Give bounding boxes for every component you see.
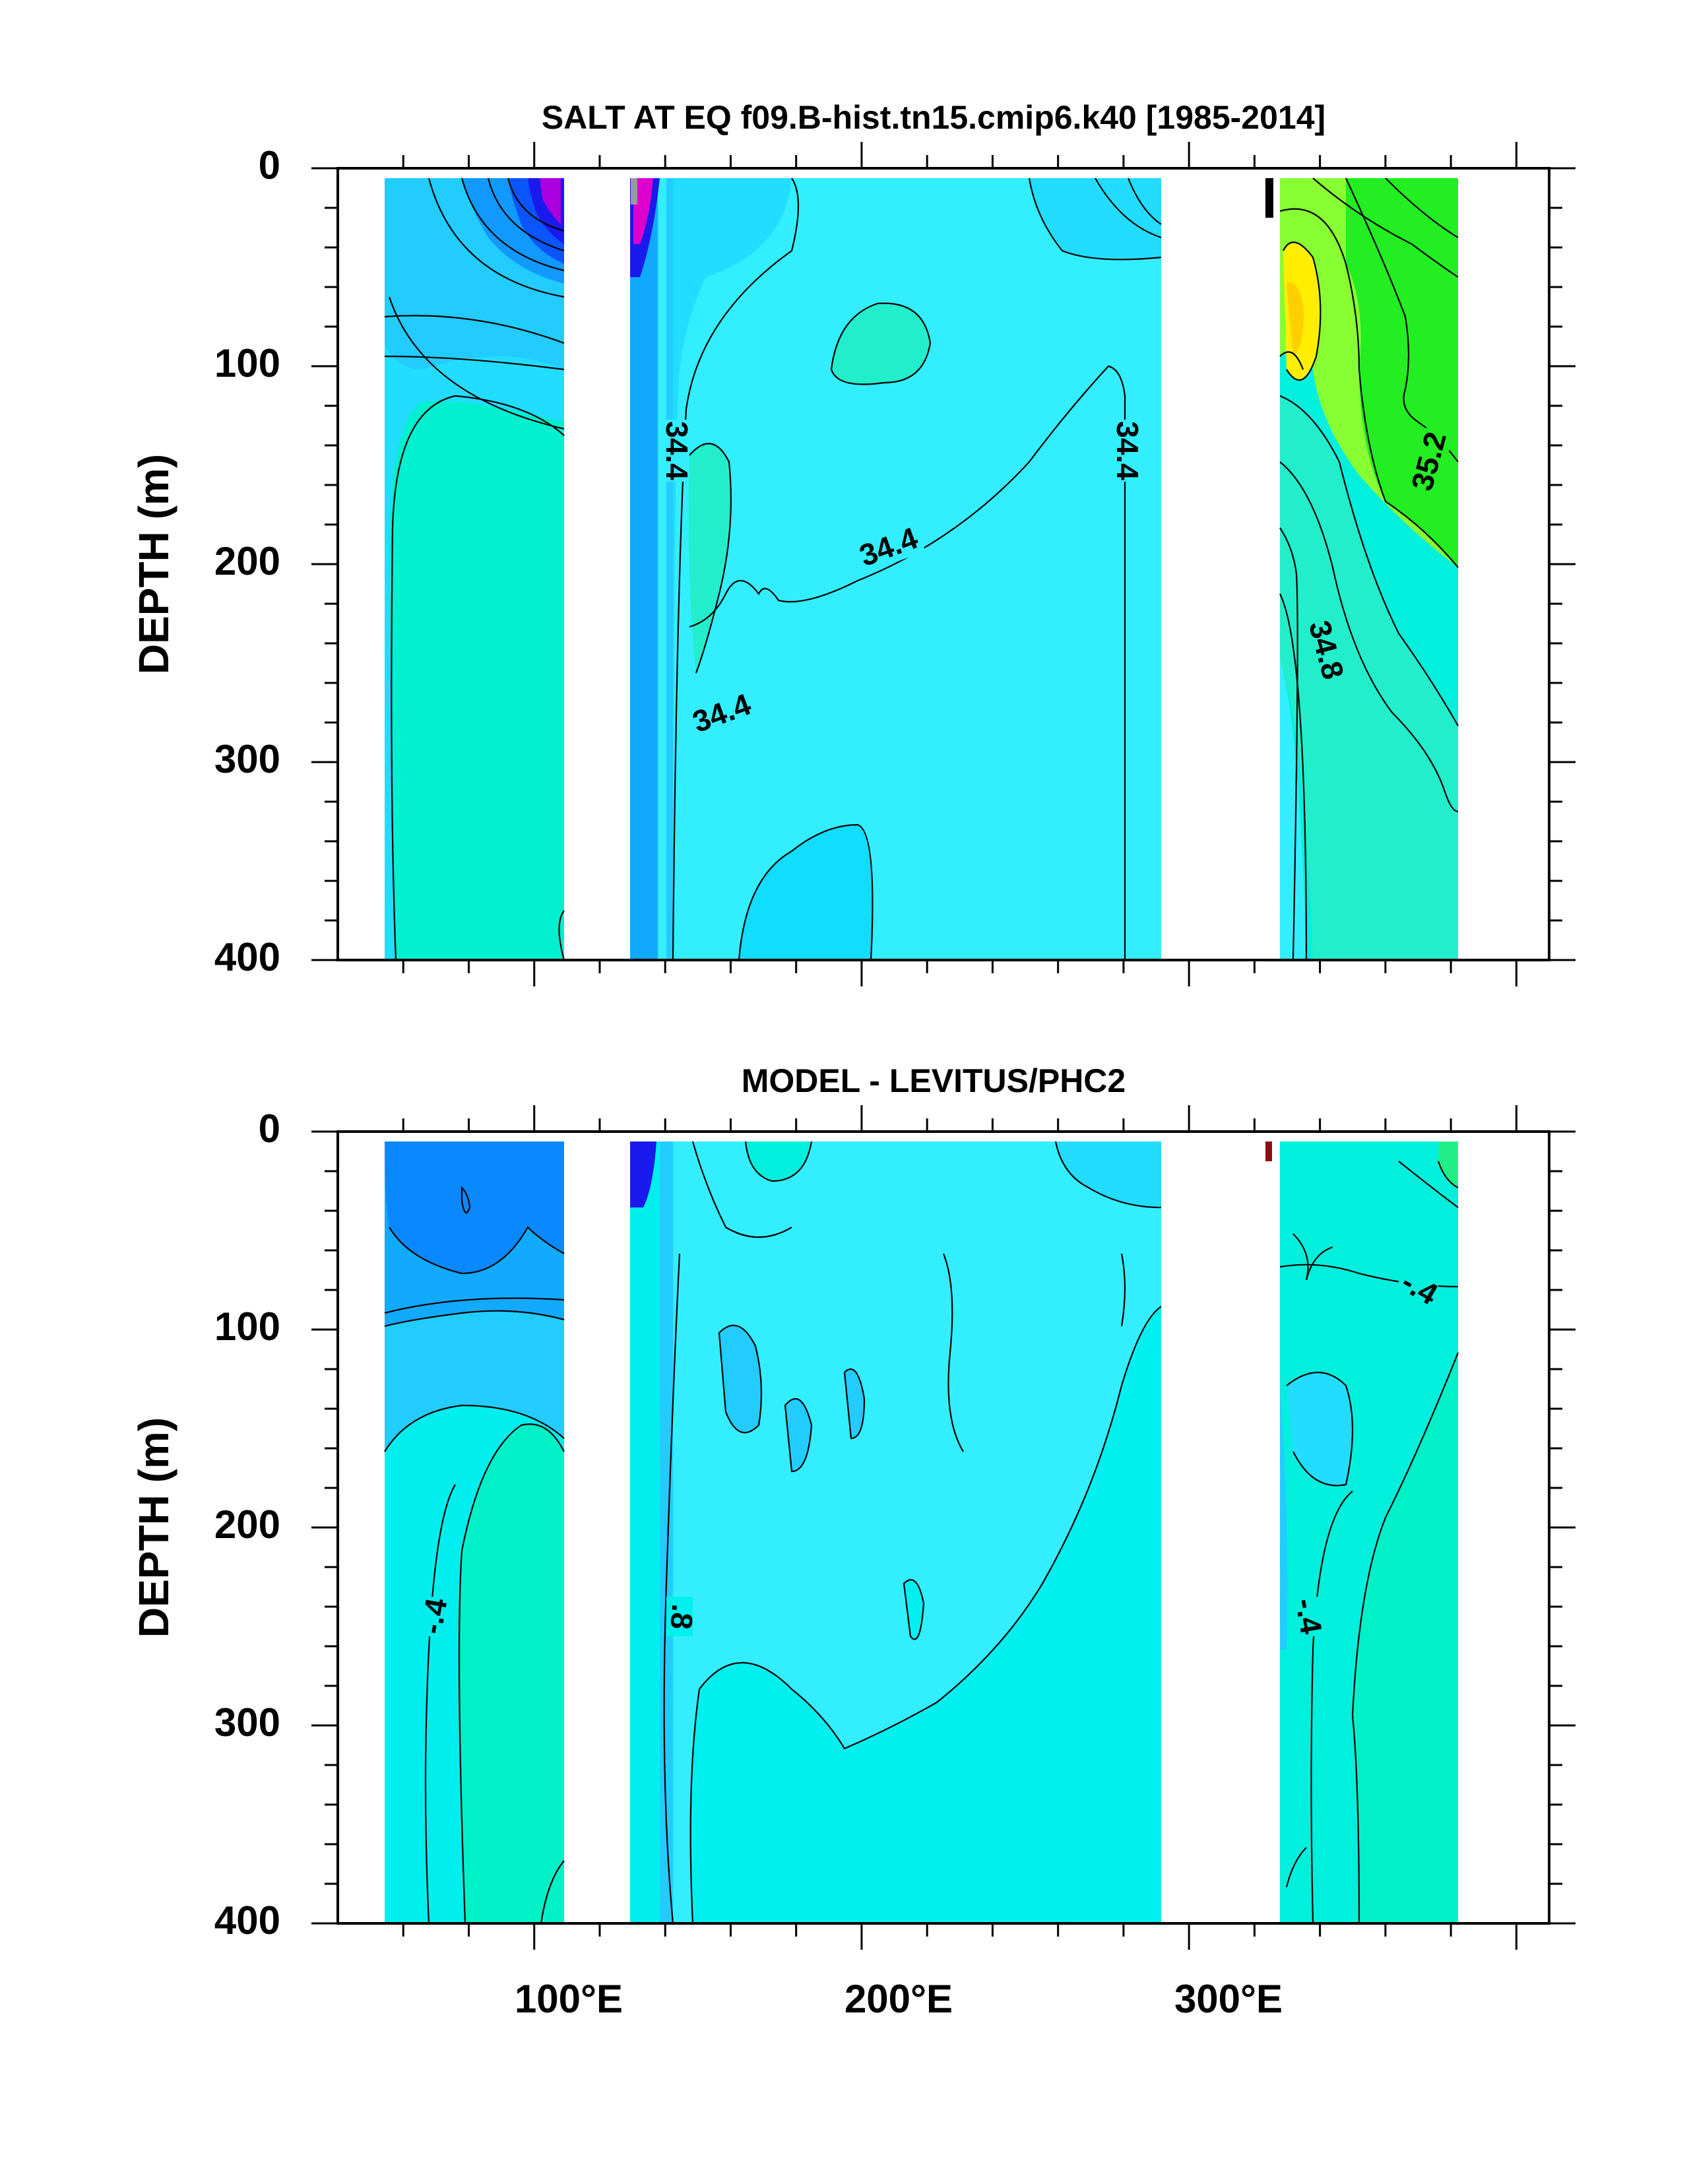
panel1-contours: [384, 177, 1459, 960]
fill-indo-top2: [633, 178, 653, 244]
label-bg: [1409, 427, 1453, 497]
fill2-atl-deep: [1353, 1353, 1458, 1923]
label-bg: [853, 524, 926, 574]
panel2-ylabel: DEPTH (m): [130, 1417, 177, 1638]
ytick-label: 200: [214, 539, 280, 583]
panel-salinity: SALT AT EQ f09.B-hist.tn15.cmip6.k40 [19…: [130, 99, 1576, 986]
fill2-atl-west: [1280, 1386, 1288, 1650]
label-bg: [1293, 1597, 1320, 1636]
fill2-pac-blob4: [904, 1580, 924, 1640]
ytick-label: 300: [214, 737, 280, 781]
panel1-ticks: [311, 142, 1576, 986]
ytick-label: 0: [259, 1107, 280, 1151]
panel1-ylabel: DEPTH (m): [130, 454, 177, 674]
label-bg: [1110, 420, 1139, 482]
fill2-pac-top: [746, 1141, 812, 1181]
fill-indo-strip: [630, 178, 658, 960]
fill2-west-deep: [459, 1424, 564, 1923]
panel2-ticks: [311, 1105, 1576, 1950]
label-bg: [1399, 1277, 1438, 1303]
xtick-label: 100°E: [515, 1977, 623, 2021]
panel2-contours: [384, 1141, 1459, 1923]
label-bg: [686, 690, 759, 740]
label-bg: [1302, 616, 1347, 686]
xtick-label: 200°E: [844, 1977, 953, 2021]
contour-label: .8: [664, 1603, 700, 1631]
fill-indo-pass: [666, 178, 673, 960]
fill2-atl-mid: [1287, 1372, 1353, 1486]
fill2-atl-black: [1265, 1141, 1272, 1161]
fill-west-deep: [389, 401, 564, 960]
panel-difference: MODEL - LEVITUS/PHC2: [130, 1062, 1576, 2021]
panel2-title: MODEL - LEVITUS/PHC2: [742, 1062, 1126, 1099]
ytick-label: 100: [214, 1304, 280, 1349]
fill-pac-east: [1029, 178, 1161, 260]
xtick-label: 300°E: [1174, 1977, 1283, 2021]
fill-west-fresh4: [540, 178, 561, 224]
fill-atl-gold: [1287, 282, 1304, 356]
fill2-pac-blob2: [785, 1399, 812, 1471]
contour-label: 34.4: [660, 421, 694, 480]
panel2-yticklabels: 0 100 200 300 400: [214, 1107, 280, 1943]
fill2-indo-strip: [630, 1141, 658, 1923]
ytick-label: 200: [214, 1502, 280, 1547]
label-bg: [660, 420, 689, 482]
fill2-pac-blob1: [719, 1325, 761, 1433]
contour-label: 34.4: [1110, 421, 1145, 480]
fill-atl-black: [1265, 178, 1273, 218]
fill-pac-blob: [831, 303, 930, 385]
contour-label: -.4: [1289, 1595, 1329, 1636]
panel1-contour-labels: 34.4 34.4 34.4 34.4 34.8 35.2: [660, 420, 1453, 740]
fill-pac-west: [673, 178, 792, 960]
ytick-label: 400: [214, 1898, 280, 1943]
ytick-label: 100: [214, 341, 280, 385]
label-bg: [666, 1597, 693, 1636]
fill-atl-lower: [1280, 660, 1306, 960]
ytick-label: 0: [259, 143, 280, 187]
fill2-pac-east-top: [1056, 1141, 1161, 1207]
fill2-indo-top: [630, 1141, 656, 1207]
ytick-label: 300: [214, 1700, 280, 1745]
label-bg: [423, 1597, 449, 1636]
panel2-field: [385, 1141, 1458, 1923]
fill-pac-deep: [739, 825, 873, 960]
panel1-title: SALT AT EQ f09.B-hist.tn15.cmip6.k40 [19…: [542, 99, 1325, 136]
ytick-label: 400: [214, 935, 280, 979]
fill2-atl-corner: [1438, 1141, 1458, 1188]
panel1-yticklabels: 0 100 200 300 400: [214, 143, 280, 979]
fill-pac-west-green: [688, 443, 731, 673]
fill-indo-gray: [631, 178, 637, 205]
fill2-indo-pass: [660, 1141, 673, 1923]
panel2-xticklabels: 100°E 200°E 300°E: [515, 1977, 1283, 2021]
fill2-pac-deep: [690, 1306, 1161, 1923]
panel1-field: [385, 178, 1458, 960]
contour-label: -.4: [414, 1595, 454, 1636]
